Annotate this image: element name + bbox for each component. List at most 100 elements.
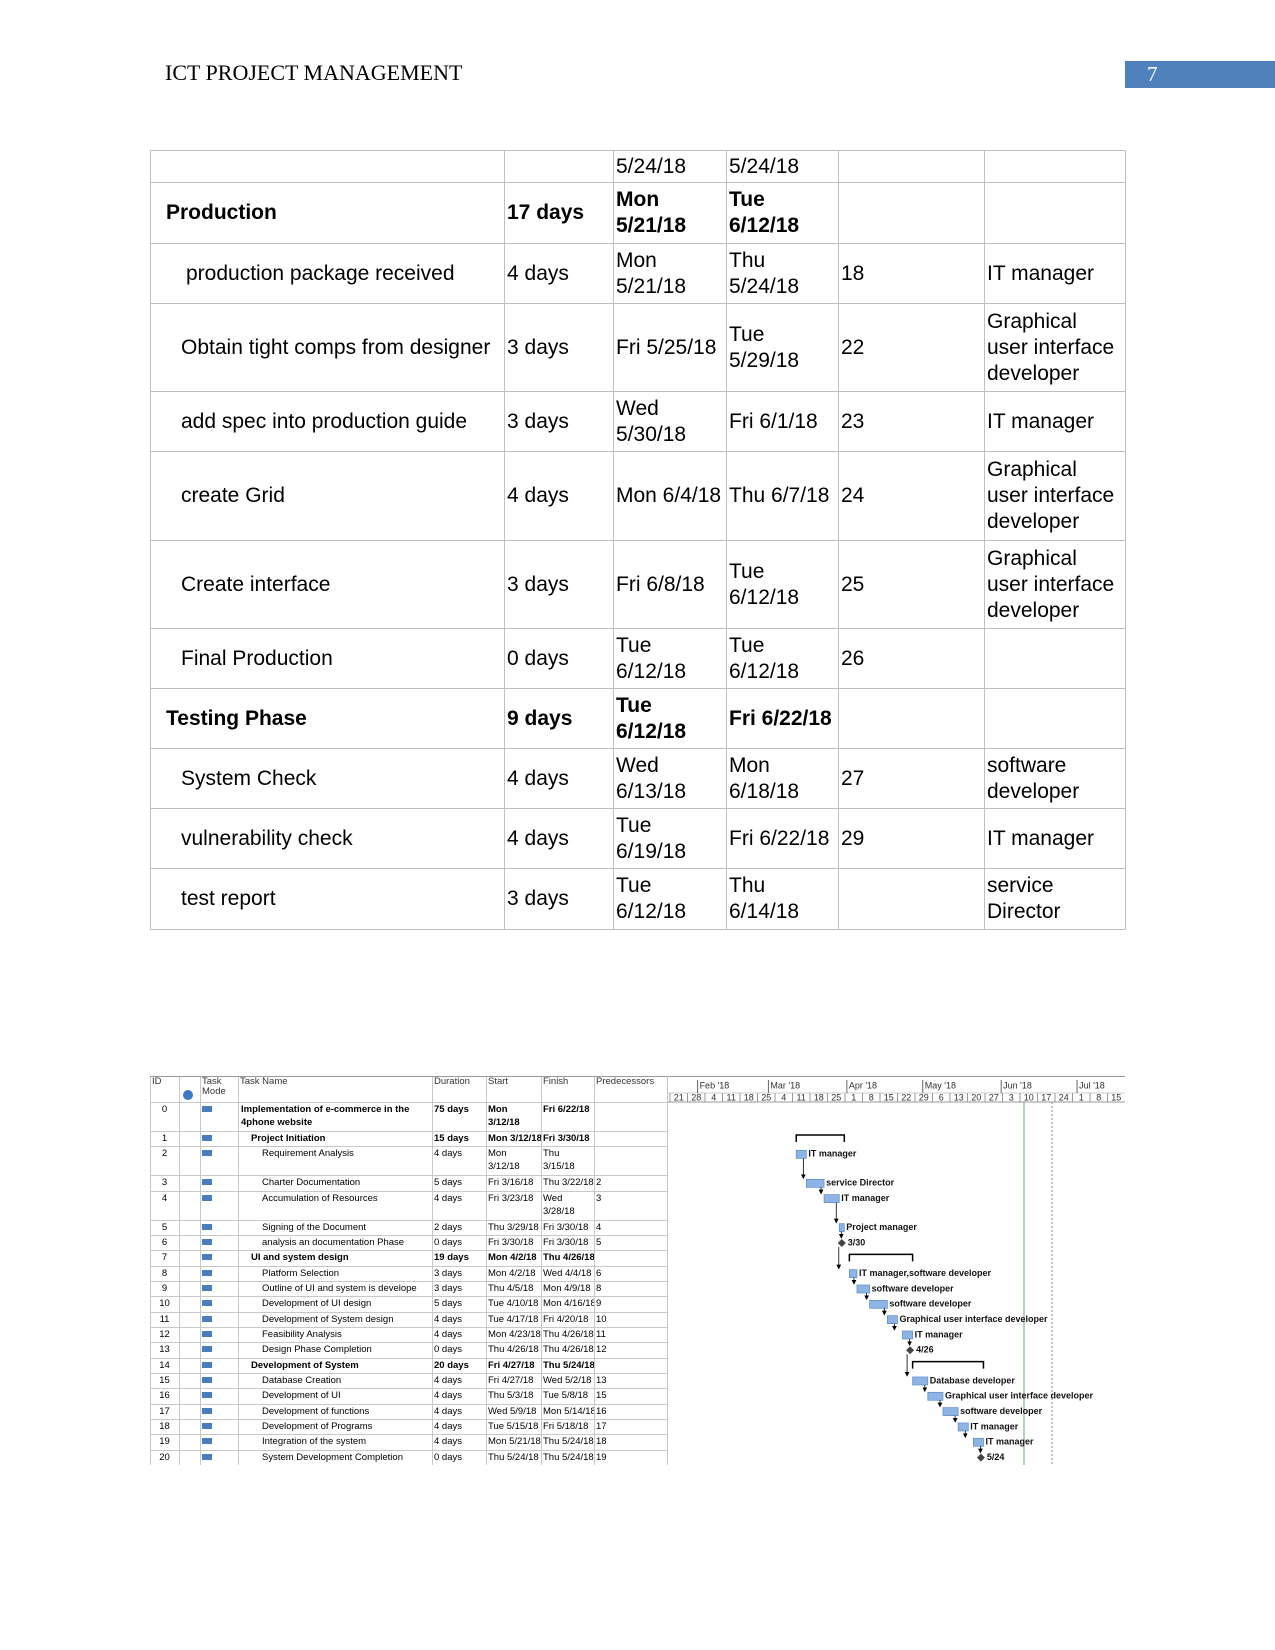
row-line: [150, 1265, 667, 1267]
finish-cell: Thu 6/7/18: [726, 451, 839, 541]
row-line: [150, 1102, 667, 1103]
bar-label: Graphical user interface developer: [899, 1314, 1048, 1324]
gantt-finish: Mon 4/9/18: [543, 1282, 591, 1294]
gantt-header: Duration: [434, 1076, 470, 1087]
predecessors-cell: 24: [838, 451, 985, 541]
row-line: [150, 1403, 667, 1405]
finish-cell: Fri 6/1/18: [726, 391, 839, 452]
start-cell: Tue 6/12/18: [613, 628, 727, 689]
week-label: 18: [744, 1092, 754, 1102]
week-label: 21: [674, 1092, 684, 1102]
task-mode-icon: [202, 1300, 212, 1307]
task-mode-icon: [202, 1269, 212, 1276]
task-cell: Create interface: [150, 540, 505, 629]
duration-cell: 4 days: [504, 451, 614, 541]
task-mode-icon: [202, 1422, 212, 1429]
week-label: 17: [1041, 1092, 1051, 1102]
task-cell: add spec into production guide: [150, 391, 505, 452]
row-line: [150, 1372, 667, 1374]
info-icon: [183, 1090, 193, 1100]
table-row: System Check 4 days Wed 6/13/18 Mon 6/18/18…: [150, 748, 1126, 809]
row-line: [150, 1449, 667, 1451]
gantt-header: Start: [488, 1076, 509, 1087]
gantt-header: Finish: [543, 1076, 569, 1087]
resource-cell: [984, 182, 1126, 244]
column-line: [667, 1076, 668, 1465]
gantt-name: Accumulation of Resources: [262, 1192, 378, 1204]
gantt-name: Feasibility Analysis: [262, 1328, 342, 1340]
gantt-start: Tue 4/10/18: [488, 1298, 539, 1310]
gantt-id: 4: [161, 1192, 168, 1204]
start-cell: Mon 6/4/18: [613, 451, 727, 541]
gantt-id: 15: [159, 1374, 170, 1386]
column-line: [432, 1076, 433, 1465]
start-cell: Fri 5/25/18: [613, 303, 727, 392]
task-cell: production package received: [150, 243, 505, 304]
table-row: Final Production 0 days Tue 6/12/18 Tue 6/1…: [150, 628, 1126, 689]
task-bar: [912, 1376, 929, 1386]
gantt-duration: 4 days: [434, 1192, 462, 1204]
bar-label: 5/24: [987, 1452, 1005, 1462]
gantt-name: UI and system design: [251, 1252, 349, 1264]
task-mode-icon: [202, 1376, 212, 1383]
resource-cell: IT manager: [984, 243, 1126, 304]
week-label: 22: [901, 1092, 911, 1102]
gantt-predecessors: 9: [596, 1298, 602, 1310]
task-mode-icon: [202, 1315, 212, 1322]
row-line: [150, 1311, 667, 1313]
duration-cell: [504, 150, 614, 183]
month-label: Jun '18: [1003, 1080, 1032, 1090]
week-label: 1: [851, 1092, 856, 1102]
task-mode-icon: [202, 1194, 212, 1201]
gantt-id: 14: [159, 1359, 170, 1371]
gantt-start: Wed 5/9/18: [488, 1405, 537, 1417]
duration-cell: 9 days: [504, 688, 614, 749]
gantt-duration: 75 days: [434, 1104, 469, 1115]
week-label: 11: [727, 1092, 736, 1102]
gantt-start: Mon 4/23/18: [488, 1328, 541, 1340]
task-mode-icon: [202, 1223, 212, 1230]
predecessors-cell: 23: [838, 391, 985, 452]
task-mode-icon: [202, 1150, 212, 1157]
task-bar: [795, 1149, 807, 1159]
bar-label: software developer: [889, 1299, 972, 1309]
gantt-finish: Fri 6/22/18: [543, 1104, 590, 1115]
task-mode-icon: [202, 1453, 212, 1460]
table-row: Create interface 3 days Fri 6/8/18 Tue 6/12…: [150, 540, 1126, 629]
table-row: Testing Phase 9 days Tue 6/12/18 Fri 6/22/1…: [150, 688, 1126, 749]
week-label: 4: [711, 1092, 716, 1102]
gantt-name: Integration of the system: [262, 1436, 367, 1448]
column-line: [238, 1076, 239, 1465]
gantt-start: Mon 3/12/18: [488, 1104, 520, 1128]
gantt-id: 3: [161, 1177, 168, 1189]
gantt-name: Design Phase Completion: [262, 1344, 372, 1356]
task-bar: [902, 1330, 913, 1340]
duration-cell: 3 days: [504, 540, 614, 629]
gantt-start: Fri 4/27/18: [488, 1374, 534, 1386]
duration-cell: 4 days: [504, 748, 614, 809]
month-label: Feb '18: [700, 1080, 730, 1090]
row-line: [150, 1434, 667, 1436]
resource-cell: service Director: [984, 868, 1126, 930]
week-label: 1: [1079, 1092, 1084, 1102]
schedule-table: 5/24/18 5/24/18 Production 17 days Mon 5/21/…: [150, 150, 1126, 930]
week-label: 27: [989, 1092, 999, 1102]
bar-label: IT manager,software developer: [859, 1268, 992, 1278]
row-line: [150, 1219, 667, 1221]
gantt-name: System Development Completion: [262, 1451, 403, 1463]
duration-cell: 3 days: [504, 868, 614, 930]
task-mode-icon: [202, 1238, 212, 1245]
predecessors-cell: [838, 688, 985, 749]
gantt-name: Implementation of e-commerce in the 4pho…: [241, 1104, 410, 1128]
gantt-duration: 4 days: [434, 1328, 462, 1340]
start-cell: Mon 5/21/18: [613, 182, 727, 244]
gantt-duration: 0 days: [434, 1344, 462, 1356]
gantt-duration: 2 days: [434, 1221, 462, 1233]
task-cell: create Grid: [150, 451, 505, 541]
gantt-finish: Wed 5/2/18: [543, 1374, 592, 1386]
column-line: [150, 1076, 151, 1465]
bar-label: Project manager: [846, 1222, 917, 1232]
gantt-header: ID: [152, 1076, 162, 1087]
gantt-finish: Wed 4/4/18: [543, 1267, 592, 1279]
